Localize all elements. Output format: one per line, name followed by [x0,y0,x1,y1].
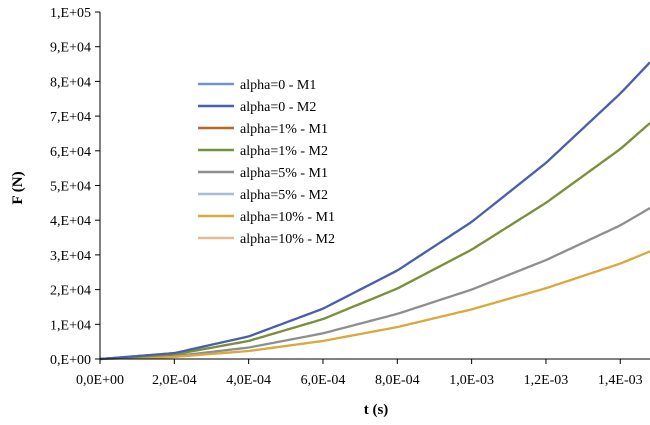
y-tick-label: 6,E+04 [50,145,91,160]
legend-label: alpha=0 - M2 [240,100,316,115]
legend-label: alpha=0 - M1 [240,78,316,93]
series-line [99,122,650,361]
series-line [99,122,650,361]
series-line [99,250,650,361]
y-tick-label: 4,E+04 [50,214,91,229]
x-tick-label: 1,0E-03 [449,373,494,388]
series-layer [99,61,650,361]
x-tick-label: 2,0E-04 [152,373,197,388]
legend-label: alpha=5% - M1 [240,166,328,181]
y-tick-label: 3,E+04 [50,249,91,264]
series-line [99,207,650,361]
x-tick-label: 4,0E-04 [226,373,271,388]
legend-label: alpha=1% - M1 [240,122,328,137]
series-line [99,61,650,361]
series-line [99,250,650,361]
y-tick-label: 9,E+04 [50,41,91,56]
x-tick-label: 0,0E+00 [76,373,124,388]
legend: alpha=0 - M1 alpha=0 - M2 alpha=1% - M1 alp… [198,78,335,247]
axes-layer [99,12,650,360]
legend-label: alpha=5% - M2 [240,188,328,203]
x-axis-title: t (s) [364,402,389,418]
ticks-layer: 0,E+00 1,E+04 2,E+04 3,E+04 4,E+04 5,E+04 6,E+… [50,6,643,388]
y-tick-label: 8,E+04 [50,75,91,90]
x-tick-label: 1,4E-03 [598,373,643,388]
y-tick-label: 1,E+04 [50,318,91,333]
y-tick-label: 7,E+04 [50,110,91,125]
series-line [99,207,650,361]
y-tick-label: 5,E+04 [50,180,91,195]
legend-label: alpha=10% - M2 [240,232,335,247]
x-tick-label: 6,0E-04 [301,373,346,388]
series-line [99,61,650,361]
y-tick-label: 1,E+05 [50,6,91,21]
y-tick-label: 2,E+04 [50,284,91,299]
y-axis-title: F (N) [10,171,26,204]
x-tick-label: 8,0E-04 [375,373,420,388]
y-tick-label: 0,E+00 [50,353,91,368]
legend-label: alpha=1% - M2 [240,144,328,159]
x-tick-label: 1,2E-03 [524,373,569,388]
legend-label: alpha=10% - M1 [240,210,335,225]
